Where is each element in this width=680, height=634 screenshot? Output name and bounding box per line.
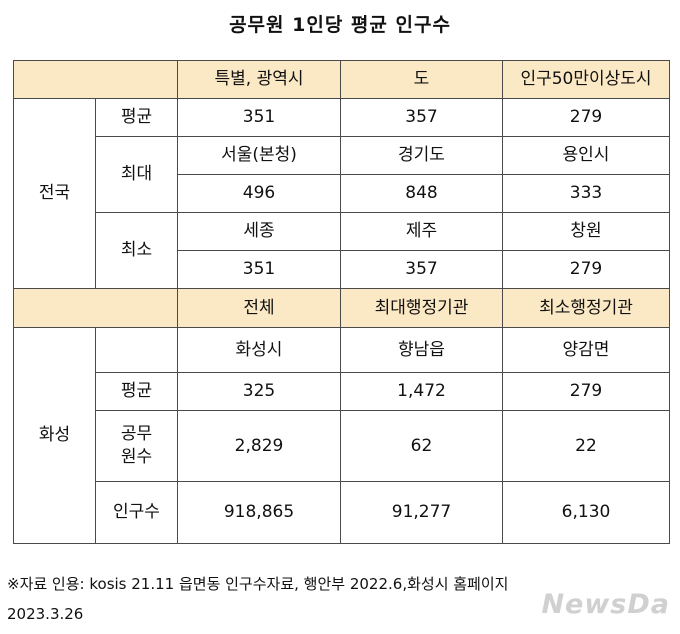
stats-table: 특별, 광역시 도 인구50만이상도시 전국 평균 351 357 279 최대… bbox=[13, 60, 670, 544]
table-cell: 357 bbox=[340, 250, 503, 289]
table-cell: 6,130 bbox=[502, 481, 670, 544]
table-cell: 279 bbox=[502, 98, 670, 137]
max-label: 최대 bbox=[95, 136, 178, 213]
table-cell: 용인시 bbox=[502, 136, 670, 175]
table-cell: 화성시 bbox=[177, 327, 341, 373]
table-cell: 91,277 bbox=[340, 481, 503, 544]
table-cell: 351 bbox=[177, 98, 341, 137]
table-cell: 62 bbox=[340, 410, 503, 482]
page-title: 공무원 1인당 평균 인구수 bbox=[229, 14, 451, 36]
header-total: 전체 bbox=[177, 288, 341, 328]
table-cell: 918,865 bbox=[177, 481, 341, 544]
hwaseong-avg-row: 평균 325 1,472 279 bbox=[14, 372, 670, 411]
table-cell: 창원 bbox=[502, 212, 670, 251]
national-header-row: 특별, 광역시 도 인구50만이상도시 bbox=[13, 60, 670, 99]
population-label: 인구수 bbox=[95, 481, 178, 544]
table-cell: 279 bbox=[502, 250, 670, 289]
hwaseong-header-row: 전체 최대행정기관 최소행정기관 bbox=[13, 288, 670, 328]
table-cell: 357 bbox=[340, 98, 503, 137]
national-max-values-row: 496 848 333 bbox=[14, 174, 670, 213]
table-cell: 향남읍 bbox=[340, 327, 503, 373]
hwaseong-officials-row: 공무 원수 2,829 62 22 bbox=[14, 410, 670, 482]
avg-label: 평균 bbox=[95, 98, 178, 137]
table-cell: 333 bbox=[502, 174, 670, 213]
table-cell: 제주 bbox=[340, 212, 503, 251]
header-smallest-unit: 최소행정기관 bbox=[502, 288, 670, 328]
table-cell: 양감면 bbox=[502, 327, 670, 373]
table-cell: 22 bbox=[502, 410, 670, 482]
table-cell: 경기도 bbox=[340, 136, 503, 175]
table-cell: 351 bbox=[177, 250, 341, 289]
table-cell: 279 bbox=[502, 372, 670, 411]
source-note: ※자료 인용: kosis 21.11 읍면동 인구수자료, 행안부 2022.… bbox=[7, 569, 675, 629]
national-max-names-row: 최대 서울(본청) 경기도 용인시 bbox=[14, 136, 670, 213]
newsda-watermark: NewsDa bbox=[541, 589, 670, 620]
hwaseong-names-row: 화성 화성시 향남읍 양감면 bbox=[13, 327, 670, 544]
national-group-label: 전국 bbox=[13, 98, 96, 289]
header-province: 도 bbox=[340, 60, 503, 99]
table-cell: 1,472 bbox=[340, 372, 503, 411]
min-label: 최소 bbox=[95, 212, 178, 289]
national-avg-row: 전국 평균 351 357 279 bbox=[13, 98, 670, 289]
source-note-date: 2023.3.26 bbox=[7, 605, 84, 623]
officials-label-line2: 원수 bbox=[120, 447, 153, 467]
table-cell: 2,829 bbox=[177, 410, 341, 482]
hwaseong-group-label: 화성 bbox=[13, 327, 96, 544]
corner-cell bbox=[13, 60, 178, 99]
header-largest-unit: 최대행정기관 bbox=[340, 288, 503, 328]
table-cell: 325 bbox=[177, 372, 341, 411]
source-note-line1: ※자료 인용: kosis 21.11 읍면동 인구수자료, 행안부 2022.… bbox=[7, 575, 509, 593]
empty-cell bbox=[95, 327, 178, 373]
corner-cell bbox=[13, 288, 178, 328]
table-cell: 848 bbox=[340, 174, 503, 213]
table-cell: 서울(본청) bbox=[177, 136, 341, 175]
header-metro-city: 특별, 광역시 bbox=[177, 60, 341, 99]
avg-label: 평균 bbox=[95, 372, 178, 411]
table-cell: 세종 bbox=[177, 212, 341, 251]
officials-label: 공무 원수 bbox=[95, 410, 178, 482]
table-cell: 496 bbox=[177, 174, 341, 213]
hwaseong-population-row: 인구수 918,865 91,277 6,130 bbox=[14, 481, 670, 544]
national-min-values-row: 351 357 279 bbox=[14, 250, 670, 289]
national-min-names-row: 최소 세종 제주 창원 bbox=[14, 212, 670, 289]
officials-label-line1: 공무 bbox=[120, 424, 153, 445]
header-large-city: 인구50만이상도시 bbox=[502, 60, 670, 99]
